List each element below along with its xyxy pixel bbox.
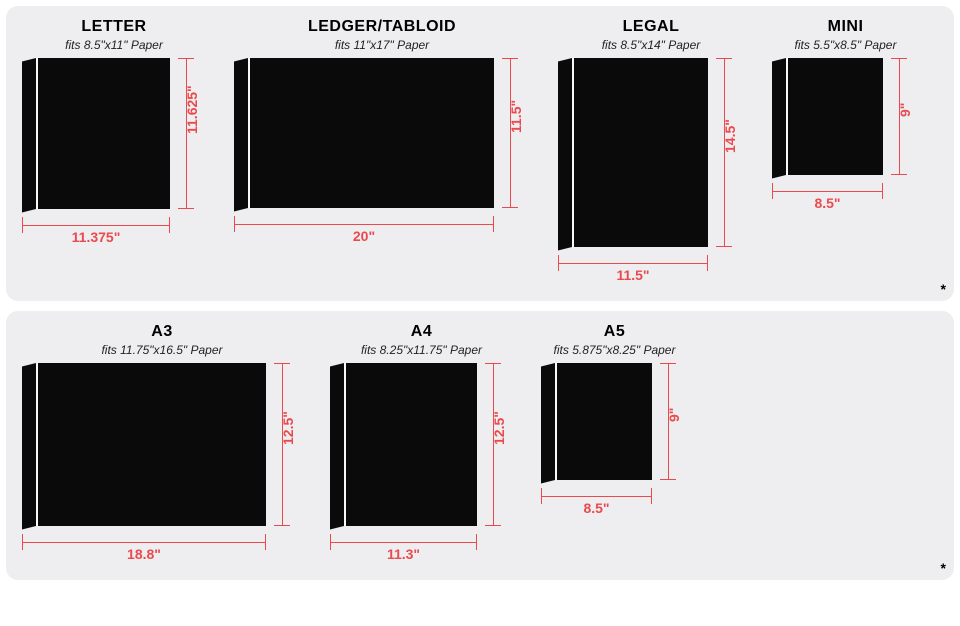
item-a5: A5 fits 5.875"x8.25" Paper 8.5" 9" [541,323,688,516]
height-dimension: 11.5" [500,58,530,208]
width-label: 8.5" [583,500,609,516]
width-dimension: 11.3" [330,532,477,562]
item-title: LEDGER/TABLOID [308,18,456,36]
row: A3 fits 11.75"x16.5" Paper 18.8" 12.5" [22,323,938,562]
binder-shape [541,363,652,480]
height-label: 9" [666,407,682,421]
binder-shape [22,363,266,526]
figure: 8.5" 9" [541,363,688,516]
height-label: 11.625" [184,85,200,134]
height-dimension: 11.625" [176,58,206,209]
item-subtitle: fits 5.5"x8.5" Paper [795,38,897,52]
row: LETTER fits 8.5"x11" Paper 11.375" 11.62… [22,18,938,283]
item-title: MINI [828,18,864,36]
width-label: 11.375" [72,229,121,245]
height-label: 14.5" [722,119,738,153]
item-subtitle: fits 5.875"x8.25" Paper [554,343,676,357]
binder-shape [330,363,477,526]
width-label: 11.3" [387,546,420,562]
binder-shape [22,58,170,209]
width-label: 20" [353,228,375,244]
width-label: 8.5" [814,195,840,211]
width-dimension: 11.375" [22,215,170,245]
figure: 11.5" 14.5" [558,58,744,283]
figure: 8.5" 9" [772,58,919,211]
height-dimension: 12.5" [483,363,513,526]
item-letter: LETTER fits 8.5"x11" Paper 11.375" 11.62… [22,18,206,245]
binder-shape [558,58,708,247]
item-title: LEGAL [623,18,680,36]
item-title: A3 [151,323,172,341]
figure: 20" 11.5" [234,58,530,244]
figure: 18.8" 12.5" [22,363,302,562]
binder-shape [234,58,494,208]
panel-us-sizes: LETTER fits 8.5"x11" Paper 11.375" 11.62… [6,6,954,301]
item-ledger: LEDGER/TABLOID fits 11"x17" Paper 20" 11… [234,18,530,244]
footnote-asterisk: * [941,281,946,297]
width-dimension: 11.5" [558,253,708,283]
item-subtitle: fits 8.25"x11.75" Paper [361,343,482,357]
item-title: LETTER [81,18,146,36]
panel-iso-sizes: A3 fits 11.75"x16.5" Paper 18.8" 12.5" [6,311,954,580]
item-title: A4 [411,323,432,341]
figure: 11.3" 12.5" [330,363,513,562]
figure: 11.375" 11.625" [22,58,206,245]
height-dimension: 9" [658,363,688,480]
width-label: 18.8" [127,546,161,562]
binder-shape [772,58,883,175]
item-subtitle: fits 11.75"x16.5" Paper [101,343,222,357]
width-label: 11.5" [616,267,649,283]
item-a3: A3 fits 11.75"x16.5" Paper 18.8" 12.5" [22,323,302,562]
height-dimension: 14.5" [714,58,744,247]
width-dimension: 8.5" [772,181,883,211]
height-label: 12.5" [491,411,507,445]
height-label: 11.5" [508,100,524,133]
item-subtitle: fits 11"x17" Paper [335,38,429,52]
footnote-asterisk: * [941,560,946,576]
item-subtitle: fits 8.5"x14" Paper [602,38,701,52]
width-dimension: 8.5" [541,486,652,516]
width-dimension: 18.8" [22,532,266,562]
item-title: A5 [604,323,625,341]
item-mini: MINI fits 5.5"x8.5" Paper 8.5" 9" [772,18,919,211]
item-a4: A4 fits 8.25"x11.75" Paper 11.3" 12.5" [330,323,513,562]
height-dimension: 12.5" [272,363,302,526]
height-dimension: 9" [889,58,919,175]
item-legal: LEGAL fits 8.5"x14" Paper 11.5" 14.5" [558,18,744,283]
height-label: 12.5" [280,411,296,445]
item-subtitle: fits 8.5"x11" Paper [65,38,163,52]
height-label: 9" [897,102,913,116]
width-dimension: 20" [234,214,494,244]
